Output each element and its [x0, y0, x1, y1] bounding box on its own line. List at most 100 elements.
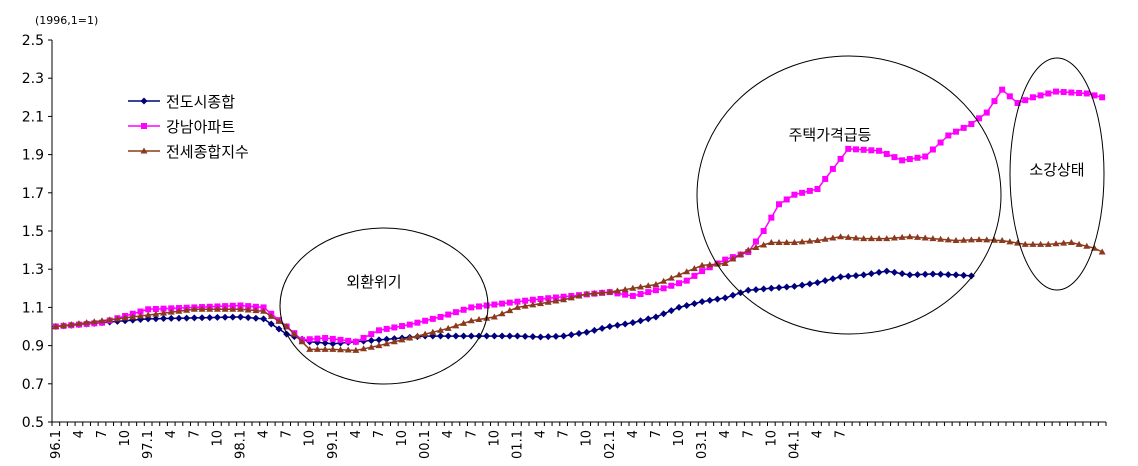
data-point — [921, 234, 929, 241]
data-point — [621, 320, 629, 328]
x-tick-label: 4 — [164, 430, 179, 438]
data-point — [667, 274, 675, 281]
data-point — [713, 295, 721, 303]
data-point — [475, 303, 482, 310]
data-point — [1052, 240, 1060, 247]
data-point — [544, 298, 552, 305]
data-point — [198, 305, 206, 312]
data-point — [422, 317, 429, 324]
data-point — [637, 317, 645, 325]
data-point — [213, 305, 221, 312]
data-point — [829, 165, 836, 172]
data-point — [960, 236, 968, 243]
annotation-ellipse — [279, 227, 489, 385]
data-point — [306, 345, 314, 352]
data-point — [906, 156, 913, 163]
x-tick-label: 7 — [649, 430, 664, 438]
data-point — [822, 175, 829, 182]
legend-item: 강남아파트 — [128, 118, 235, 136]
data-point — [67, 321, 75, 328]
data-point — [937, 235, 945, 242]
data-point — [783, 238, 791, 245]
data-point — [590, 326, 598, 334]
data-point — [660, 285, 667, 292]
data-point — [429, 315, 436, 322]
data-point — [552, 297, 560, 304]
data-point — [545, 295, 552, 302]
y-tick-label: 1.9 — [22, 148, 44, 164]
data-point — [552, 332, 560, 340]
data-point — [1037, 92, 1044, 99]
x-tick-label: 98.1 — [233, 430, 248, 459]
data-point — [883, 150, 890, 157]
data-point — [1006, 93, 1013, 100]
data-point — [929, 235, 937, 242]
x-tick-label: 00.1 — [418, 430, 433, 459]
data-point — [298, 338, 306, 345]
data-point — [1029, 240, 1037, 247]
x-tick-label: 04.1 — [787, 430, 802, 459]
annotation-label: 소강상태 — [1029, 161, 1084, 179]
data-point — [537, 300, 545, 307]
legend-item: 전도시종합 — [128, 93, 235, 111]
data-point — [390, 338, 398, 345]
data-point — [690, 265, 698, 272]
data-point — [175, 307, 183, 314]
data-point — [521, 302, 529, 309]
data-point — [237, 302, 244, 309]
data-point — [491, 301, 498, 308]
data-point — [398, 336, 406, 343]
data-point — [752, 286, 760, 294]
data-point — [245, 303, 252, 310]
data-point — [890, 268, 898, 276]
data-point — [637, 291, 644, 298]
data-point — [1098, 248, 1106, 255]
data-point — [160, 305, 167, 312]
data-point — [883, 235, 891, 242]
data-point — [252, 314, 260, 322]
data-point — [452, 309, 459, 316]
data-point — [244, 306, 252, 313]
data-point — [221, 305, 229, 312]
data-point — [621, 286, 629, 293]
data-point — [813, 279, 821, 287]
legend-label: 전도시종합 — [166, 93, 235, 111]
data-point — [337, 346, 345, 353]
data-point — [321, 339, 329, 347]
series-layer — [52, 86, 1106, 353]
data-point — [613, 287, 621, 294]
data-point — [121, 314, 129, 321]
data-point — [190, 314, 198, 322]
data-point — [652, 280, 660, 287]
data-point — [960, 271, 968, 279]
data-point — [60, 322, 68, 329]
y-tick-label: 2.3 — [22, 71, 44, 87]
data-point — [483, 302, 490, 309]
data-point — [729, 291, 737, 299]
data-point — [506, 307, 514, 314]
data-point — [267, 320, 275, 328]
data-point — [537, 333, 545, 341]
data-point — [683, 277, 690, 284]
data-point — [821, 235, 829, 242]
data-point — [791, 191, 798, 198]
data-point — [729, 255, 737, 262]
data-point — [1052, 88, 1059, 95]
data-point — [914, 271, 922, 279]
data-point — [445, 311, 452, 318]
data-point — [806, 187, 813, 194]
data-point — [391, 324, 398, 331]
data-point — [244, 314, 252, 322]
data-point — [206, 305, 214, 312]
data-point — [1076, 90, 1083, 97]
data-point — [644, 282, 652, 289]
data-point — [129, 313, 137, 320]
data-point — [690, 300, 698, 308]
data-point — [467, 317, 475, 324]
data-point — [275, 325, 283, 333]
data-point — [75, 320, 83, 327]
data-point — [968, 121, 975, 128]
data-point — [829, 275, 837, 283]
data-point — [236, 305, 244, 312]
data-point — [614, 290, 621, 297]
